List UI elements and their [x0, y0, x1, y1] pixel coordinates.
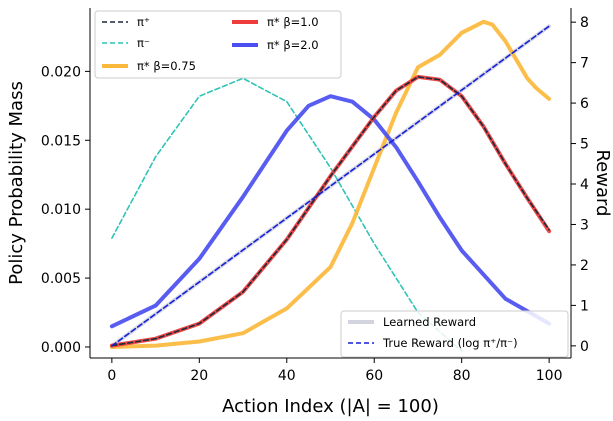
- y2-tick-label: 3: [580, 217, 589, 233]
- y2-tick-label: 0: [580, 339, 589, 355]
- y2-tick-label: 5: [580, 137, 589, 153]
- x-tick-label: 20: [190, 368, 208, 384]
- y-tick-label: 0.015: [41, 133, 81, 149]
- axes: [89, 8, 572, 359]
- y2-axis-label: Reward: [592, 149, 613, 216]
- legend-entry-label: π⁺: [137, 15, 150, 29]
- x-axis-label: Action Index (|A| = 100): [222, 396, 439, 417]
- ticks: 0 20 40 60 80 100 0.000 0.005 0.010 0.015 0.020 0 1 2…: [41, 15, 589, 384]
- x-tick-label: 60: [365, 368, 383, 384]
- legend-entry-label: π⁻: [137, 36, 150, 50]
- series-layer: [109, 19, 552, 352]
- x-tick-label: 0: [107, 368, 116, 384]
- x-tick-label: 80: [453, 368, 471, 384]
- legends: π⁺ π⁻ π* β=0.75 π* β=1.0 π* β=2.0 Learned Rew…: [94, 10, 569, 358]
- legend-entry-label: π* β=1.0: [267, 15, 319, 29]
- series-line--1-0: [109, 74, 552, 348]
- legend-policies: [94, 10, 342, 79]
- series-line-true-reward-log-: [111, 25, 550, 347]
- series-line--2-0: [109, 94, 552, 329]
- y-tick-label: 0.000: [41, 340, 81, 356]
- legend-rewards: [340, 310, 569, 358]
- legend-entry-label: π* β=2.0: [267, 38, 319, 52]
- y2-tick-label: 6: [580, 96, 589, 112]
- series-line--: [111, 77, 463, 352]
- series-line--0-75: [109, 19, 552, 349]
- y2-tick-label: 8: [580, 15, 589, 31]
- series-line--: [111, 76, 550, 347]
- y-tick-label: 0.005: [41, 271, 81, 287]
- y2-tick-label: 7: [580, 56, 589, 72]
- y-axis-label: Policy Probability Mass: [6, 81, 27, 285]
- x-tick-label: 40: [278, 368, 296, 384]
- legend-entry-label: π* β=0.75: [137, 59, 196, 73]
- y-tick-label: 0.010: [41, 202, 81, 218]
- y2-tick-label: 2: [580, 258, 589, 274]
- y-tick-label: 0.020: [41, 64, 81, 80]
- y2-tick-label: 4: [580, 177, 589, 193]
- x-tick-label: 100: [536, 368, 563, 384]
- legend-entry-label: True Reward (log π⁺/π⁻): [382, 336, 518, 350]
- y2-tick-label: 1: [580, 298, 589, 314]
- legend-entry-label: Learned Reward: [383, 315, 476, 329]
